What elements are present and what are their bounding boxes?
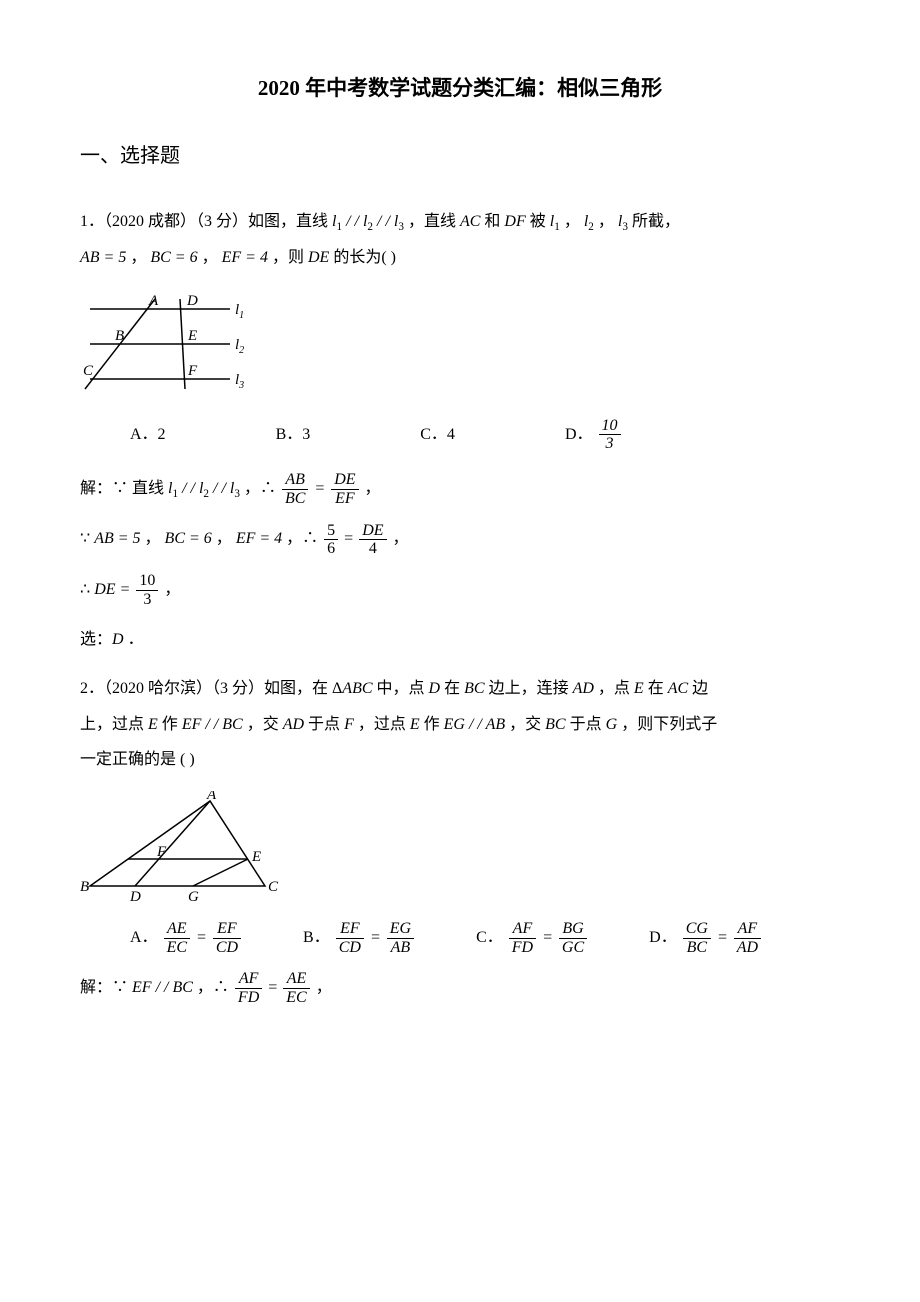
q2-figure: A B C D G F E [80,791,280,906]
q1-l2v: l2 [584,213,594,230]
q1-l2c: ，则 [268,249,308,266]
q1-DE: DE [308,249,329,266]
svg-text:B: B [80,879,89,895]
page-title: 2020 年中考数学试题分类汇编：相似三角形 [80,70,840,108]
q2-options: A． AEEC = EFCD B． EFCD = EGAB C． AFFD = … [130,920,840,956]
q1-l1a: 1．（2020 成都）（3 分）如图，直线 [80,213,332,230]
svg-text:B: B [115,328,124,344]
q1-AB5: AB = 5 [80,249,126,266]
q2-opt-c: C． AFFD = BGGC [476,920,589,956]
q1-AC: AC [460,213,480,230]
sol1-line3: ∴ DE = 103 ， [80,572,840,608]
svg-text:l2: l2 [235,337,244,356]
svg-text:E: E [251,849,261,865]
q2-text: 2．（2020 哈尔滨）（3 分）如图，在 ΔABC 中，点 D 在 BC 边上… [80,671,840,777]
q1-l1e: ， [560,213,584,230]
sol1-answer: 选：D ． [80,622,840,657]
q1-opt-a: A．2 [130,421,166,450]
svg-text:C: C [268,879,279,895]
q2-opt-a: A． AEEC = EFCD [130,920,243,956]
q1-l1v: l1 [550,213,560,230]
q1-opt-c: C．4 [420,421,455,450]
q1-l1g: 所截， [628,213,680,230]
svg-text:D: D [186,293,198,309]
q1-opt-d: D． 103 [565,417,623,453]
q1-l2d: 的长为( ) [329,249,396,266]
q1-figure: A D B E C F l1 l2 l3 [80,289,260,399]
svg-text:F: F [187,363,198,379]
q1-opt-b: B．3 [276,421,311,450]
q1-BC6: BC = 6 [150,249,197,266]
q1-l1b: ，直线 [404,213,460,230]
svg-text:E: E [187,328,197,344]
svg-text:D: D [129,889,141,905]
q1-DF: DF [504,213,525,230]
sol1-line1: 解：∵ 直线 l1 / / l2 / / l3 ，∴ ABBC = DEEF ， [80,471,840,507]
svg-text:C: C [83,363,94,379]
q1-l1c: 和 [480,213,504,230]
q1-text: 1．（2020 成都）（3 分）如图，直线 l1 / / l2 / / l3 ，… [80,204,840,275]
svg-text:l3: l3 [235,372,244,391]
sol2-line1: 解：∵ EF / / BC ，∴ AFFD = AEEC ， [80,970,840,1006]
svg-text:l1: l1 [235,302,244,321]
sol1-line2: ∵ AB = 5 ， BC = 6 ， EF = 4 ，∴ 56 = DE4 ， [80,521,840,557]
section-choice-header: 一、选择题 [80,138,840,174]
q1-l2b: ， [198,249,222,266]
q2-opt-d: D． CGBC = AFAD [649,920,763,956]
svg-text:A: A [148,293,159,309]
q2-opt-b: B． EFCD = EGAB [303,920,416,956]
q1-EF4: EF = 4 [222,249,268,266]
svg-text:A: A [206,791,217,803]
q1-l2a: ， [126,249,150,266]
svg-text:F: F [156,844,167,860]
q1-l1-sym: l1 / / l2 / / l3 [332,213,404,230]
q1-l1d: 被 [526,213,550,230]
svg-text:G: G [188,889,199,905]
q1-l1f: ， [594,213,618,230]
q1-l3v: l3 [618,213,628,230]
q1-options: A．2 B．3 C．4 D． 103 [130,417,840,453]
